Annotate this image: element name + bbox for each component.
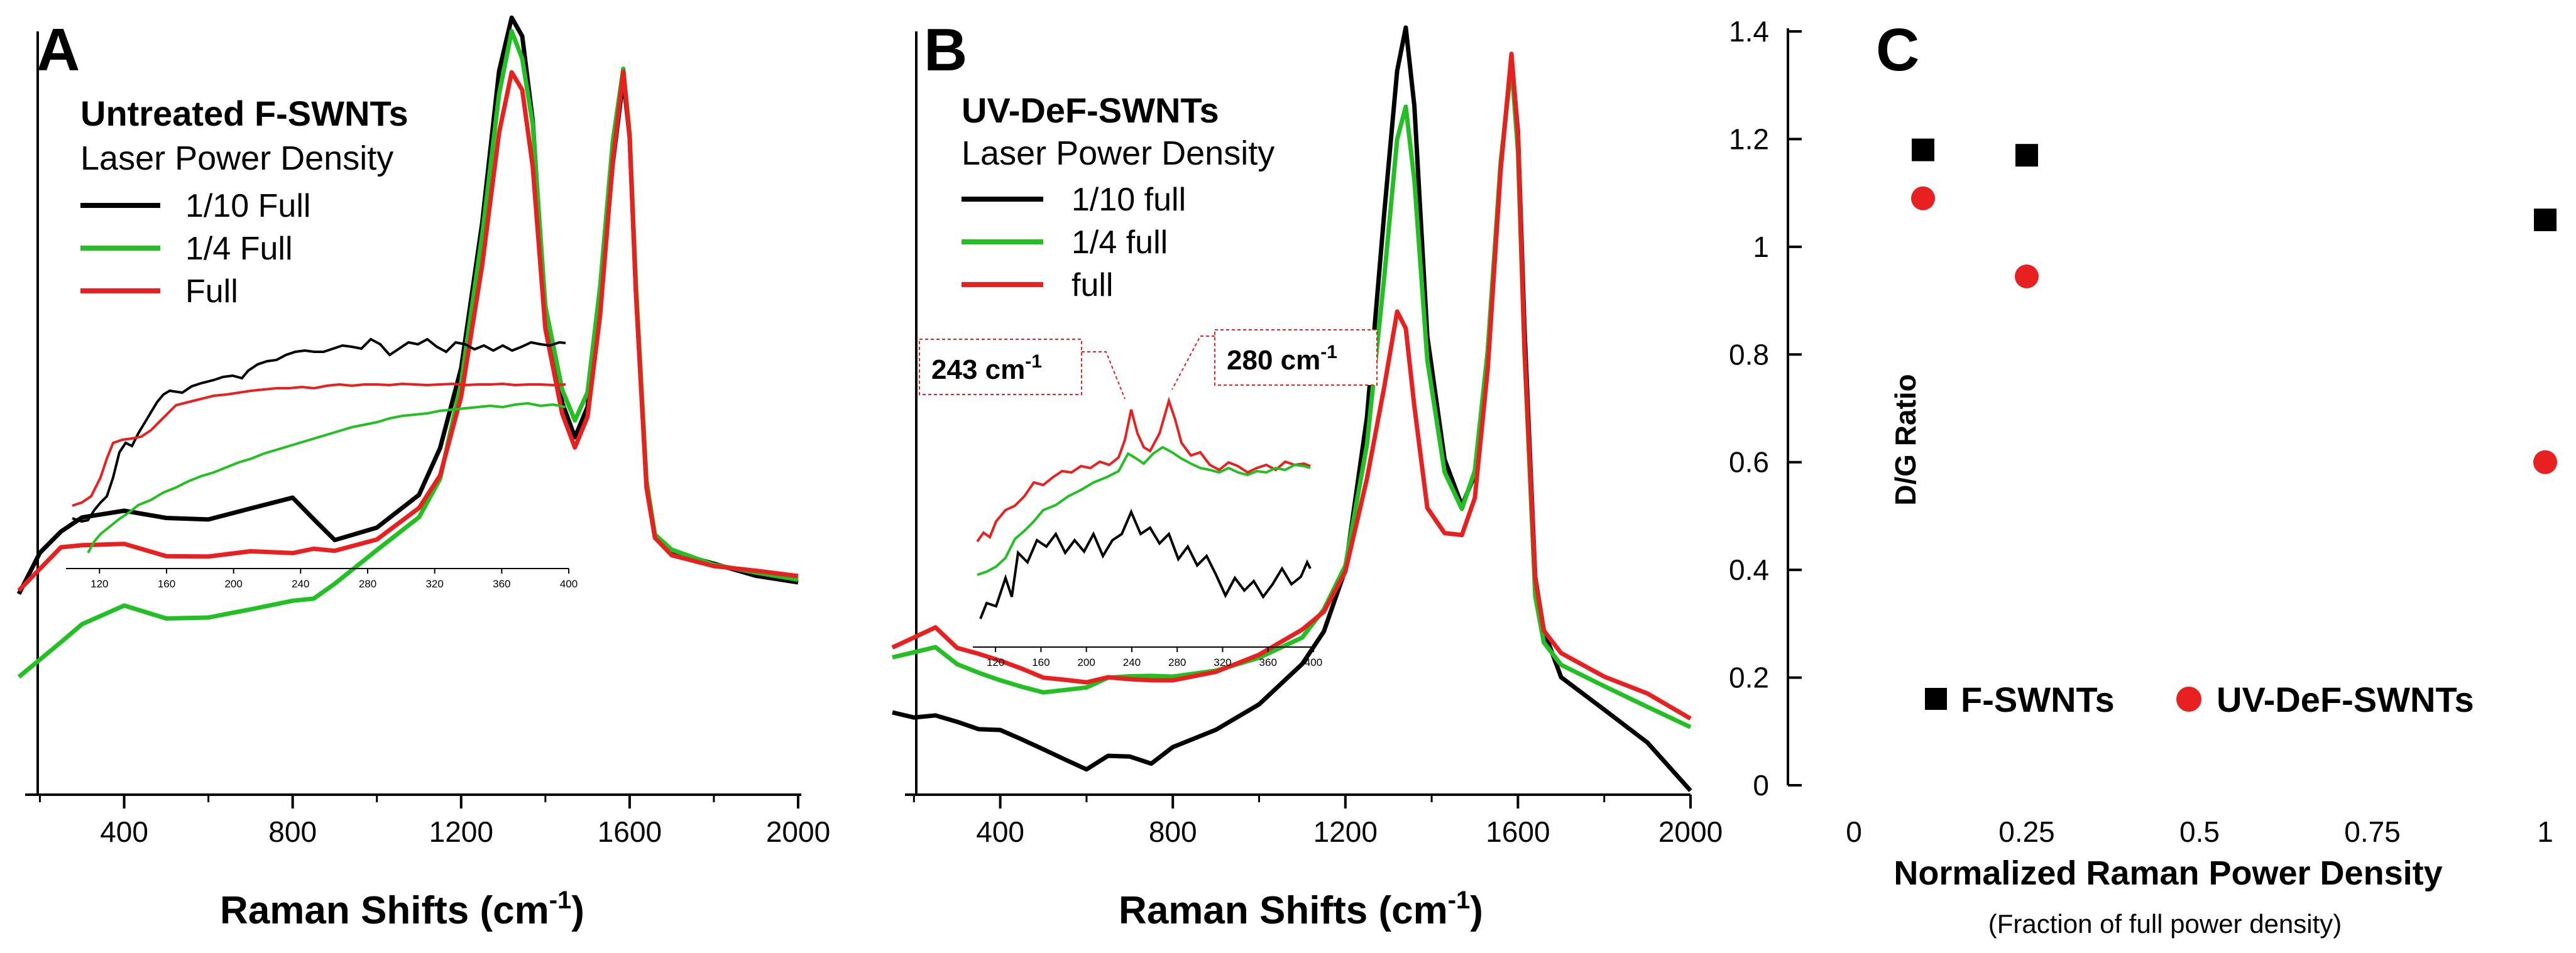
- panel-b-inset-trace-red: [976, 396, 1311, 543]
- panel-c-x-tick-label: 0: [1846, 815, 1862, 848]
- panel-a-inset-tick-label: 280: [359, 578, 376, 590]
- panel-a-inset-trace-black: [72, 337, 566, 523]
- panel-b: B 400 800 1200 1600 2000 Raman Shifts (cm-1)…: [891, 16, 1723, 932]
- panel-c-x-tick-label: 0.5: [2179, 815, 2220, 848]
- panel-b-series-group: [891, 25, 1692, 792]
- panel-a-series-group: [16, 15, 799, 679]
- panel-c-y-tick-label: 0: [1753, 769, 1769, 802]
- panel-b-inset-tick-label: 280: [1168, 656, 1186, 668]
- panel-b-legend-entry-1: 1/10 full: [1072, 182, 1186, 218]
- panel-c-x-tick-label: 0.75: [2344, 815, 2401, 848]
- panel-c-legend-marker-circle: [2176, 687, 2201, 712]
- panel-a-x-axis-label: Raman Shifts (cm-1): [220, 886, 584, 932]
- panel-c-y-ticks: 0 0.2 0.4 0.6 0.8 1 1.2 1.4: [1729, 15, 1802, 802]
- panel-a-inset-trace-red: [72, 382, 566, 507]
- panel-b-inset-tick-label: 120: [987, 656, 1004, 668]
- panel-c-y-tick-label: 0.2: [1729, 662, 1769, 694]
- panel-b-inset-tick-label: 400: [1305, 656, 1322, 668]
- panel-b-x-tick-label: 400: [976, 815, 1024, 848]
- panel-a-label: A: [36, 16, 80, 84]
- panel-c-y-tick-label: 1: [1753, 231, 1769, 263]
- panel-c-y-axis-label: D/G Ratio: [1889, 374, 1922, 506]
- panel-a-inset-trace-green: [87, 401, 566, 553]
- annotation-280: 280 cm-1: [1227, 342, 1337, 376]
- annotation-box-280: [1214, 329, 1378, 386]
- panel-b-series-3: [891, 52, 1692, 721]
- panel-a-inset-tick-label: 360: [493, 578, 510, 590]
- panel-c-point-circle: [2533, 450, 2557, 474]
- panel-c-point-square: [1912, 138, 1934, 161]
- panel-b-x-ticks: 400 800 1200 1600 2000: [913, 795, 1723, 848]
- panel-c-y-tick-label: 1.2: [1729, 123, 1769, 155]
- panel-b-x-tick-label: 1600: [1486, 815, 1550, 848]
- panel-c-x-tick-label: 0.25: [1998, 815, 2055, 848]
- panel-b-x-axis-label: Raman Shifts (cm-1): [1119, 886, 1483, 932]
- panel-a-x-tick-label: 800: [268, 815, 317, 848]
- panel-a-inset-tick-label: 200: [224, 578, 242, 590]
- panel-b-legend-entry-2: 1/4 full: [1072, 224, 1168, 261]
- panel-a-inset: 120 160 200 240 280 320 360 400: [66, 337, 578, 590]
- panel-b-x-tick-label: 1200: [1313, 815, 1378, 848]
- panel-a-inset-tick-label: 240: [292, 578, 309, 590]
- panel-b-legend-entry-3: full: [1072, 267, 1113, 303]
- panel-b-inset-trace-green: [977, 445, 1311, 576]
- annotation-243: 243 cm-1: [931, 351, 1042, 385]
- panel-c-y-tick-label: 0.6: [1729, 446, 1769, 479]
- panel-a-inset-ticks: 120 160 200 240 280 320 360 400: [90, 569, 578, 590]
- panel-b-inset-trace-black: [979, 508, 1312, 619]
- panel-b-inset: 120 160 200 240 280 320 360 400: [973, 396, 1322, 668]
- annotation-leader-243: [1082, 351, 1126, 400]
- panel-b-x-tick-label: 800: [1149, 815, 1197, 848]
- panel-c-point-square: [2534, 209, 2557, 231]
- panel-b-inset-tick-label: 160: [1032, 656, 1050, 668]
- panel-a-x-tick-label: 1600: [598, 815, 662, 848]
- panel-b-legend-title: UV-DeF-SWNTs: [962, 90, 1219, 130]
- panel-b-label: B: [924, 16, 967, 84]
- panel-c-label: C: [1876, 16, 1919, 84]
- panel-c-x-tick-label: 1: [2537, 815, 2553, 848]
- panel-a-x-tick-label: 2000: [766, 815, 830, 848]
- panel-c-legend-entry-2: UV-DeF-SWNTs: [2217, 680, 2474, 719]
- panel-a-inset-tick-label: 120: [90, 578, 108, 590]
- panel-c-y-tick-label: 1.4: [1729, 15, 1769, 48]
- panel-a-series-3: [17, 69, 799, 592]
- panel-a-x-ticks: 400 800 1200 1600 2000: [39, 795, 830, 848]
- panel-b-inset-tick-label: 200: [1077, 656, 1095, 668]
- panel-c-x-axis-label: Normalized Raman Power Density: [1894, 854, 2442, 892]
- panel-a-x-tick-label: 1200: [429, 815, 493, 848]
- panel-b-x-tick-label: 2000: [1658, 815, 1723, 848]
- panel-b-legend-subtitle: Laser Power Density: [962, 134, 1274, 172]
- panel-a-legend-entry-3: Full: [185, 273, 238, 310]
- panel-a-legend-entry-1: 1/10 Full: [185, 188, 310, 224]
- panel-a: A 400 800 1200 1600 2000 Raman Shifts (cm-1)…: [16, 15, 830, 932]
- panel-b-inset-ticks: 120 160 200 240 280 320 360 400: [987, 647, 1322, 668]
- panel-c-x-axis-sublabel: (Fraction of full power density): [1988, 909, 2342, 939]
- panel-c-y-tick-label: 0.4: [1729, 553, 1769, 586]
- annotation-box-243: [919, 339, 1082, 395]
- panel-a-inset-tick-label: 400: [560, 578, 578, 590]
- panel-b-inset-tick-label: 320: [1214, 656, 1231, 668]
- panel-c-y-tick-label: 0.8: [1729, 338, 1769, 371]
- panel-a-legend-title: Untreated F-SWNTs: [80, 94, 408, 133]
- annotation-leader-280: [1171, 335, 1215, 390]
- panel-a-inset-tick-label: 160: [158, 578, 175, 590]
- panel-b-inset-tick-label: 240: [1123, 656, 1141, 668]
- panel-c-points: [1911, 138, 2557, 474]
- panel-c-x-ticks: 0 0.25 0.5 0.75 1: [1846, 815, 2553, 848]
- panel-c-point-circle: [2015, 264, 2039, 288]
- panel-b-inset-tick-label: 360: [1259, 656, 1277, 668]
- panel-c-legend-entry-1: F-SWNTs: [1961, 680, 2115, 719]
- panel-a-x-tick-label: 400: [100, 815, 148, 848]
- panel-c-legend-marker-square: [1925, 688, 1947, 710]
- panel-c-point-square: [2015, 144, 2038, 167]
- panel-a-legend-entry-2: 1/4 Full: [185, 231, 293, 267]
- panel-c-point-circle: [1911, 186, 1935, 210]
- panel-c: C 0 0.2 0.4 0.6 0.8 1 1.2 1.4 0 0.25 0.5 0.75 1 D/G…: [1729, 15, 2557, 939]
- panel-a-legend-subtitle: Laser Power Density: [80, 139, 393, 177]
- panel-a-inset-tick-label: 320: [425, 578, 443, 590]
